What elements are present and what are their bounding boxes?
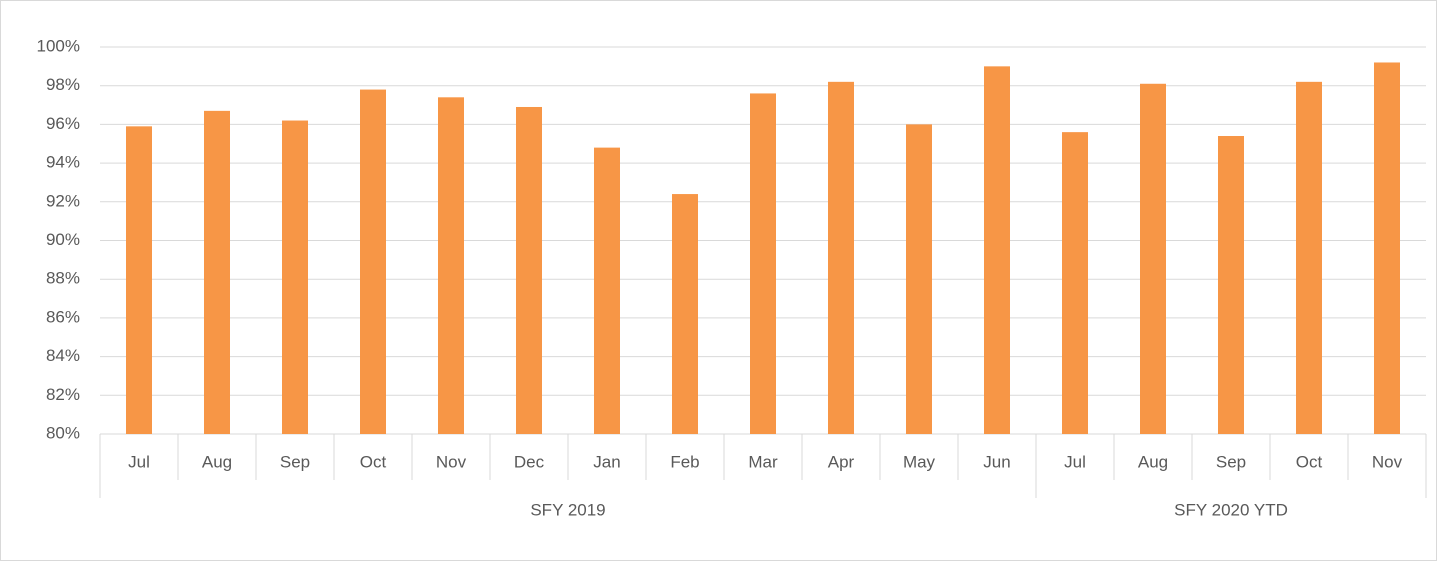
- y-tick-label: 94%: [46, 153, 80, 172]
- bar: [1062, 132, 1088, 434]
- bar: [594, 147, 620, 434]
- y-tick-label: 90%: [46, 230, 80, 249]
- y-tick-label: 84%: [46, 346, 80, 365]
- bar: [1140, 83, 1166, 434]
- bar: [126, 126, 152, 435]
- y-tick-label: 88%: [46, 269, 80, 288]
- bar: [984, 66, 1010, 434]
- group-label: SFY 2019: [530, 500, 605, 519]
- bar: [750, 93, 776, 434]
- x-tick-label: Mar: [748, 452, 778, 471]
- y-tick-label: 100%: [37, 36, 80, 55]
- y-tick-label: 98%: [46, 75, 80, 94]
- x-tick-label: Oct: [360, 452, 387, 471]
- x-tick-label: Oct: [1296, 452, 1323, 471]
- y-tick-label: 80%: [46, 423, 80, 442]
- bar: [672, 194, 698, 434]
- y-tick-label: 92%: [46, 191, 80, 210]
- bar: [1296, 81, 1322, 434]
- x-tick-label: Aug: [1138, 452, 1168, 471]
- bar: [282, 120, 308, 434]
- y-tick-label: 82%: [46, 385, 80, 404]
- x-tick-label: Feb: [670, 452, 699, 471]
- bar: [906, 124, 932, 435]
- bar: [360, 89, 386, 434]
- y-tick-label: 96%: [46, 114, 80, 133]
- x-tick-label: Jul: [1064, 452, 1086, 471]
- x-tick-label: Aug: [202, 452, 232, 471]
- bar: [1374, 62, 1400, 434]
- x-tick-label: Jun: [983, 452, 1010, 471]
- y-tick-label: 86%: [46, 307, 80, 326]
- bar: [438, 97, 464, 434]
- group-label: SFY 2020 YTD: [1174, 500, 1288, 519]
- bar: [204, 110, 230, 434]
- bar: [828, 81, 854, 434]
- bar: [516, 106, 542, 435]
- x-tick-label: Apr: [828, 452, 855, 471]
- x-tick-label: Jul: [128, 452, 150, 471]
- x-tick-label: Nov: [1372, 452, 1403, 471]
- x-tick-label: Sep: [280, 452, 310, 471]
- x-tick-label: May: [903, 452, 936, 471]
- x-tick-label: Jan: [593, 452, 620, 471]
- x-tick-label: Sep: [1216, 452, 1246, 471]
- x-tick-label: Nov: [436, 452, 467, 471]
- bar: [1218, 136, 1244, 434]
- x-tick-label: Dec: [514, 452, 545, 471]
